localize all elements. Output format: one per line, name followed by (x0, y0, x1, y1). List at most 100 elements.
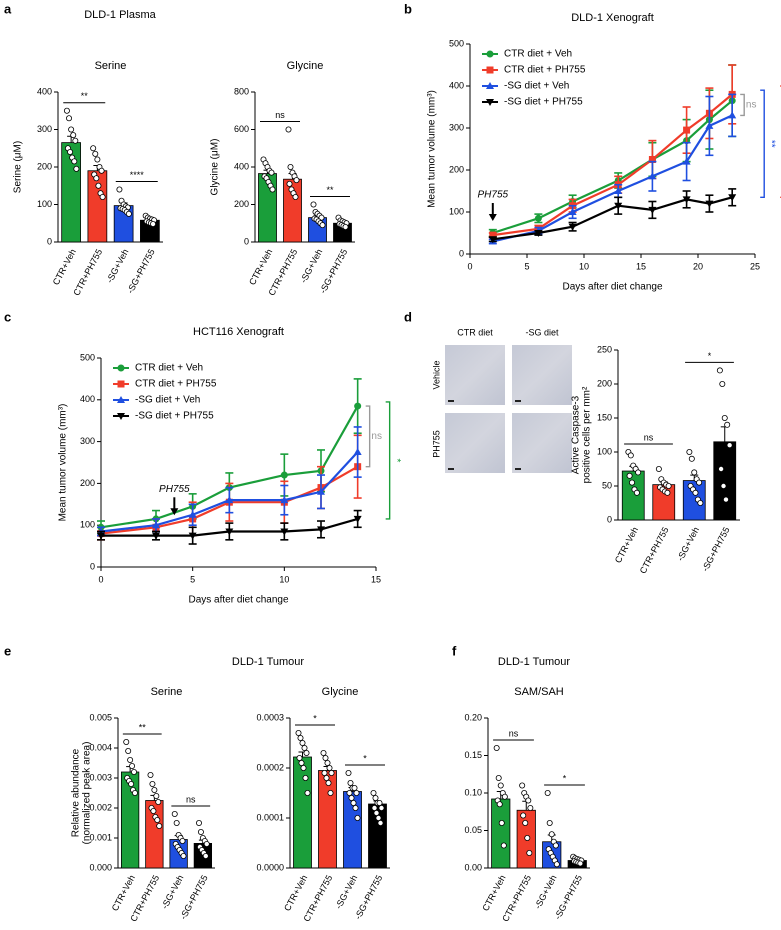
data-point (322, 755, 329, 762)
series-line (492, 99, 733, 235)
significance-label: ns (371, 431, 382, 442)
data-point (72, 137, 79, 144)
significance-bracket (740, 93, 745, 117)
data-point (527, 805, 534, 812)
y-tick-label: 300 (80, 436, 95, 446)
significance-label: ** (766, 140, 777, 148)
data-point (376, 800, 383, 807)
y-tick-label: 200 (234, 199, 249, 209)
x-tick-label: -SG+PH755 (700, 525, 732, 573)
panel-letter: b (404, 1, 412, 16)
data-point (92, 150, 99, 157)
y-tick-label: 500 (449, 38, 464, 48)
data-point (726, 442, 733, 449)
bar (682, 480, 706, 521)
data-point (95, 182, 102, 189)
data-point (299, 740, 306, 747)
marker (117, 413, 125, 420)
marker (728, 111, 737, 119)
data-point (548, 831, 555, 838)
data-point (721, 414, 728, 421)
data-point (149, 781, 156, 788)
marker (568, 208, 577, 215)
marker (280, 528, 289, 536)
data-point (719, 380, 726, 387)
significance-label: ns (644, 432, 654, 442)
y-tick-label: 400 (234, 161, 249, 171)
marker (97, 532, 105, 540)
panel-letter: d (404, 309, 412, 324)
data-point (269, 186, 276, 193)
bar (491, 798, 511, 869)
y-axis-label: Glycine (μM) (210, 139, 221, 196)
data-point (347, 780, 354, 787)
data-point (500, 842, 507, 849)
significance-label: ns (186, 794, 196, 804)
marker (117, 396, 125, 403)
chart-title: DLD-1 Xenograft (571, 12, 654, 24)
data-point (66, 115, 73, 122)
marker (705, 121, 714, 129)
data-point (378, 805, 385, 812)
data-point (125, 210, 132, 217)
y-tick-label: 100 (80, 520, 95, 530)
data-point (125, 748, 132, 755)
marker (728, 194, 737, 202)
data-point (286, 180, 293, 187)
data-point (93, 175, 100, 182)
y-axis-label: positive cells per mm² (582, 386, 593, 483)
y-tick-label: 0 (244, 236, 249, 246)
data-point (320, 750, 327, 757)
x-tick-label: 25 (750, 261, 760, 271)
marker (489, 231, 497, 239)
data-point (301, 745, 308, 752)
x-tick-label: 15 (636, 261, 646, 271)
data-point (493, 745, 500, 752)
data-point (295, 730, 302, 737)
data-point (520, 812, 527, 819)
x-tick-label: 10 (279, 574, 289, 584)
data-point (154, 817, 161, 824)
marker (317, 487, 325, 495)
y-tick-label: 200 (449, 164, 464, 174)
x-tick-label: 5 (524, 261, 529, 271)
data-point (370, 790, 377, 797)
data-point (377, 820, 384, 827)
data-point (351, 785, 358, 792)
significance-label: ** (81, 91, 89, 101)
y-tick-label: 300 (449, 122, 464, 132)
y-tick-label: 0 (47, 236, 52, 246)
marker (225, 528, 234, 536)
chart-title: Serine (151, 686, 183, 698)
data-point (353, 790, 360, 797)
data-point (203, 841, 210, 848)
data-point (354, 815, 361, 822)
significance-label: * (563, 773, 567, 783)
significance-label: **** (130, 170, 145, 180)
marker (117, 380, 125, 388)
panel-letter: c (4, 309, 11, 324)
y-tick-label: 0.0003 (256, 712, 284, 722)
significance-label: ** (326, 185, 334, 195)
micrographs: CTR diet -SG diet Vehicle PH755 (431, 327, 572, 473)
marker (534, 214, 542, 222)
data-point (150, 808, 157, 815)
data-point (296, 755, 303, 762)
marker (614, 187, 623, 194)
x-tick-label: 15 (371, 574, 381, 584)
y-axis-label: Active Caspase-3 (571, 395, 582, 474)
y-axis-label: Mean tumor volume (mm³) (58, 404, 69, 522)
data-point (129, 763, 136, 770)
marker (188, 510, 197, 518)
micrograph (512, 345, 572, 405)
data-point (716, 367, 723, 374)
data-point (627, 452, 634, 459)
data-point (373, 810, 380, 817)
significance-label: * (363, 753, 367, 763)
data-point (150, 220, 157, 227)
data-point (501, 793, 508, 800)
data-point (324, 760, 331, 767)
panel-header: DLD-1 Tumour (498, 656, 570, 668)
data-point (546, 820, 553, 827)
series-line (492, 93, 733, 237)
